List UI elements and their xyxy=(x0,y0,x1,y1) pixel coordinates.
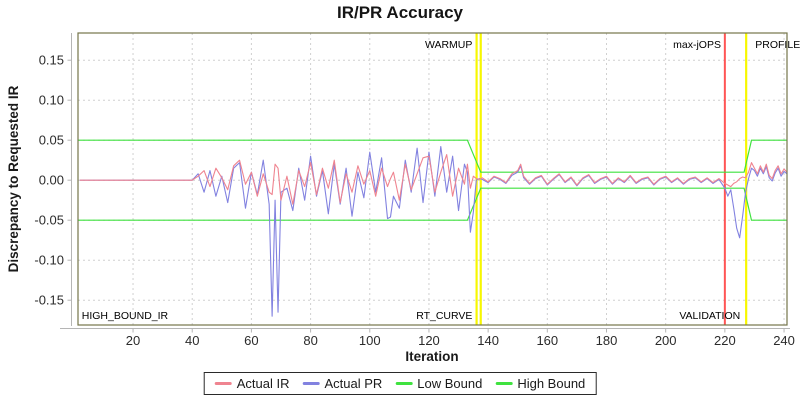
legend-item-high-bound: High Bound xyxy=(495,376,585,391)
high-bound-line-swatch xyxy=(495,382,513,385)
bound-lines xyxy=(78,139,787,221)
legend-label: High Bound xyxy=(517,376,586,391)
x-tick-label: 220 xyxy=(714,333,736,348)
plot-border xyxy=(77,32,788,326)
x-tick-label: 120 xyxy=(418,333,440,348)
x-tick-label: 60 xyxy=(244,333,258,348)
legend-label: Actual PR xyxy=(324,376,383,391)
annotation-high_bound_ir: HIGH_BOUND_IR xyxy=(82,310,169,322)
low-bound-line xyxy=(78,187,787,221)
y-axis-title: Discrepancy to Requested IR xyxy=(6,85,21,272)
y-tick-label: -0.15 xyxy=(34,293,64,308)
legend-item-actual-pr: Actual PR xyxy=(302,376,382,391)
actual-ir-series-line xyxy=(79,154,788,205)
legend: Actual IR Actual PR Low Bound High Bound xyxy=(203,372,597,395)
x-tick-label: 20 xyxy=(126,333,140,348)
x-tick-label: 200 xyxy=(655,333,677,348)
low-bound-line-swatch xyxy=(395,382,413,385)
actual-ir-line-swatch xyxy=(214,382,232,385)
y-tick-label: 0.10 xyxy=(39,93,64,108)
x-tick-label: 160 xyxy=(536,333,558,348)
chart-title: IR/PR Accuracy xyxy=(337,3,463,22)
x-tick-label: 240 xyxy=(773,333,795,348)
y-tick-label: -0.10 xyxy=(34,253,64,268)
annotation-profile: PROFILE xyxy=(755,39,800,51)
legend-label: Low Bound xyxy=(417,376,483,391)
x-tick-label: 180 xyxy=(596,333,618,348)
y-tick-label: 0.15 xyxy=(39,53,64,68)
y-tick-label: 0.05 xyxy=(39,133,64,148)
legend-label: Actual IR xyxy=(236,376,290,391)
annotation-warmup: WARMUP xyxy=(425,39,472,51)
phase-annotations: HIGH_BOUND_IR WARMUP RT_CURVE max-jOPS VALID… xyxy=(82,39,800,322)
x-tick-label: 80 xyxy=(303,333,317,348)
actual-pr-series-line xyxy=(79,146,788,317)
y-tick-label: 0.00 xyxy=(39,173,64,188)
x-tick-label: 140 xyxy=(477,333,499,348)
annotation-rt_curve: RT_CURVE xyxy=(416,310,472,322)
x-tick-label: 40 xyxy=(185,333,199,348)
y-tick-label: -0.05 xyxy=(34,213,64,228)
annotation-validation: VALIDATION xyxy=(679,310,740,322)
data-series xyxy=(79,146,788,317)
legend-item-actual-ir: Actual IR xyxy=(214,376,290,391)
actual-pr-line-swatch xyxy=(302,382,320,385)
plot-outline xyxy=(77,32,788,326)
legend-item-low-bound: Low Bound xyxy=(395,376,482,391)
x-tick-label: 100 xyxy=(359,333,381,348)
axes: 0.15 0.10 0.05 0.00 -0.05 -0.10 -0.15 20 40 60 80 1… xyxy=(34,33,795,348)
annotation-max-jops: max-jOPS xyxy=(673,39,721,51)
x-axis-title: Iteration xyxy=(405,349,458,364)
high-bound-line xyxy=(78,139,787,173)
